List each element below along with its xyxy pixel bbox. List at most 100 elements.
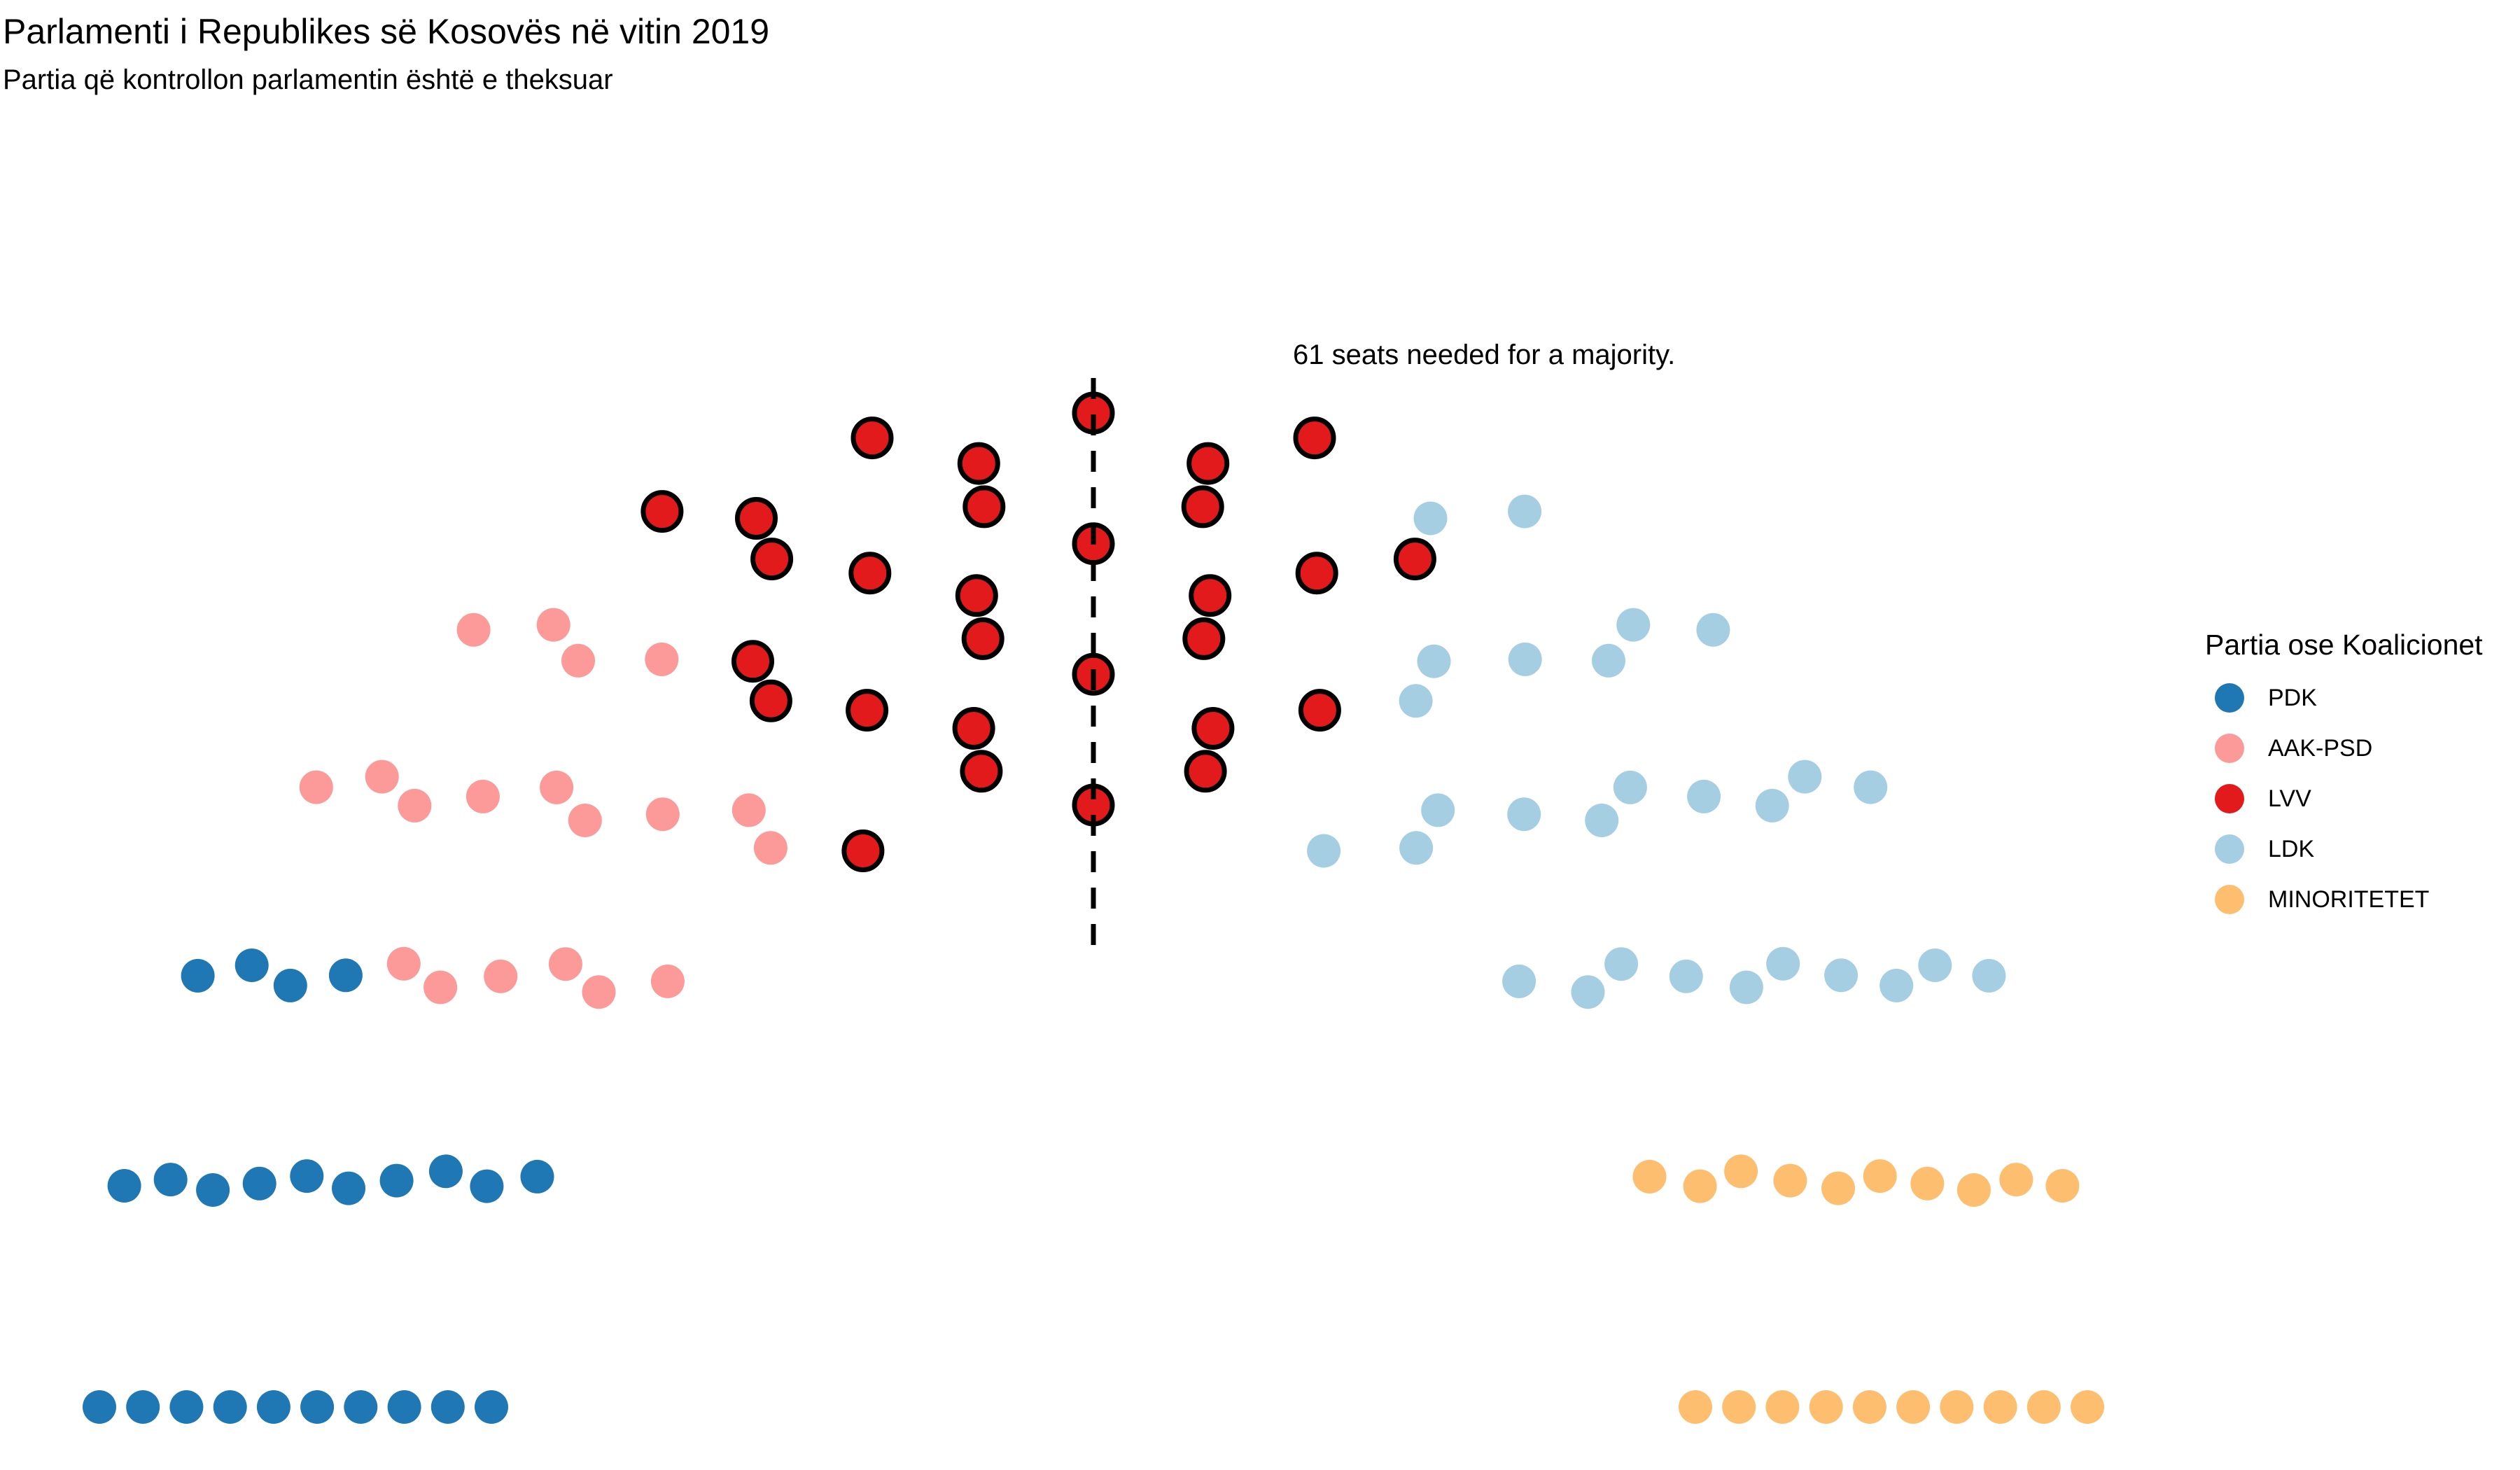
seat-aak-psd: [645, 642, 679, 676]
seat-minoritetet: [1956, 1173, 1991, 1207]
seat-lvv: [1189, 574, 1232, 617]
seat-lvv: [1293, 416, 1336, 460]
seat-ldk: [1729, 970, 1763, 1004]
seat-pdk: [430, 1390, 465, 1424]
seat-lvv: [1298, 689, 1341, 732]
seat-aak-psd: [540, 770, 574, 804]
seat-ldk: [1687, 779, 1721, 813]
seat-lvv: [961, 617, 1004, 660]
seat-pdk: [126, 1390, 160, 1424]
seat-aak-psd: [536, 608, 570, 642]
seat-ldk: [1508, 494, 1542, 528]
seat-lvv: [846, 689, 889, 732]
seat-ldk: [1585, 804, 1619, 837]
seat-ldk: [1502, 964, 1536, 998]
seat-minoritetet: [1999, 1163, 2033, 1197]
seat-minoritetet: [1724, 1154, 1758, 1189]
seat-lvv: [1295, 552, 1338, 595]
seat-pdk: [520, 1159, 554, 1194]
seat-aak-psd: [548, 947, 582, 981]
seat-lvv: [1186, 442, 1230, 485]
seats-layer: [83, 391, 2104, 1424]
seat-minoritetet: [1910, 1166, 1945, 1200]
legend-label: AAK-PSD: [2268, 734, 2373, 762]
seat-minoritetet: [1863, 1159, 1897, 1194]
seat-aak-psd: [465, 779, 500, 813]
seat-lvv: [841, 830, 885, 872]
seat-lvv: [749, 679, 792, 722]
legend-item-lvv: LVV: [2205, 774, 2483, 824]
seat-lvv: [962, 485, 1006, 528]
seat-lvv: [732, 640, 774, 683]
seat-ldk: [1879, 968, 1914, 1002]
seat-pdk: [273, 968, 307, 1002]
seat-ldk: [1972, 958, 2006, 993]
seat-ldk: [1788, 760, 1822, 794]
chart-subtitle: Partia që kontrollon parlamentin është e…: [3, 64, 613, 95]
seat-minoritetet: [1683, 1169, 1717, 1203]
seat-minoritetet: [1773, 1163, 1807, 1198]
seat-aak-psd: [299, 770, 333, 804]
legend-label: LVV: [2268, 785, 2311, 812]
seat-minoritetet: [1821, 1171, 1855, 1205]
legend-item-aak-psd: AAK-PSD: [2205, 723, 2483, 774]
seat-lvv: [750, 538, 794, 581]
seat-ldk: [1616, 608, 1651, 642]
majority-annotation: 61 seats needed for a majority.: [1293, 340, 1675, 370]
seat-ldk: [1507, 797, 1541, 832]
seat-aak-psd: [753, 831, 788, 865]
legend-swatch: [2215, 834, 2244, 864]
seat-aak-psd: [398, 788, 432, 822]
seat-minoritetet: [1852, 1390, 1886, 1424]
seat-pdk: [470, 1169, 504, 1203]
seat-minoritetet: [1809, 1390, 1843, 1424]
seat-pdk: [475, 1390, 508, 1424]
seat-pdk: [181, 958, 215, 993]
legend-item-pdk: PDK: [2205, 673, 2483, 723]
seat-aak-psd: [732, 793, 766, 827]
seat-pdk: [332, 1171, 365, 1205]
legend-swatch: [2215, 784, 2244, 813]
seat-pdk: [428, 1154, 463, 1189]
seat-pdk: [290, 1159, 324, 1194]
seat-lvv: [1393, 538, 1436, 581]
seat-ldk: [1508, 642, 1542, 676]
seat-aak-psd: [561, 643, 595, 678]
seat-ldk: [1854, 770, 1888, 804]
seat-ldk: [1613, 770, 1647, 804]
seat-ldk: [1413, 501, 1448, 536]
seat-ldk: [1307, 834, 1341, 868]
seat-lvv: [957, 442, 1000, 485]
seat-minoritetet: [2026, 1390, 2061, 1424]
seat-lvv: [952, 707, 995, 750]
seat-ldk: [1399, 831, 1434, 865]
seat-pdk: [213, 1390, 247, 1424]
seat-pdk: [300, 1390, 335, 1424]
seat-lvv: [640, 490, 684, 533]
seat-lvv: [735, 497, 778, 540]
seat-pdk: [234, 948, 269, 982]
seat-pdk: [196, 1173, 230, 1207]
seat-minoritetet: [1940, 1390, 1974, 1424]
legend-label: LDK: [2268, 835, 2315, 862]
seat-minoritetet: [2071, 1390, 2104, 1424]
legend: Partia ose Koalicionet PDK AAK-PSD LVV LDK M…: [2205, 629, 2483, 925]
legend-swatch: [2215, 734, 2244, 763]
seat-ldk: [1571, 975, 1605, 1009]
seat-aak-psd: [365, 760, 399, 794]
seat-pdk: [83, 1390, 116, 1424]
seat-ldk: [1421, 793, 1455, 827]
legend-item-minoritetet: MINORITETET: [2205, 874, 2483, 925]
seat-lvv: [850, 416, 894, 460]
seat-lvv: [1181, 485, 1224, 528]
seat-ldk: [1669, 959, 1703, 993]
seat-aak-psd: [386, 946, 421, 981]
seat-aak-psd: [582, 975, 616, 1009]
legend-item-ldk: LDK: [2205, 824, 2483, 874]
seat-minoritetet: [1765, 1390, 1800, 1424]
legend-label: MINORITETET: [2268, 886, 2430, 913]
seat-aak-psd: [645, 797, 680, 832]
seat-lvv: [848, 552, 892, 595]
seat-minoritetet: [1722, 1390, 1756, 1424]
